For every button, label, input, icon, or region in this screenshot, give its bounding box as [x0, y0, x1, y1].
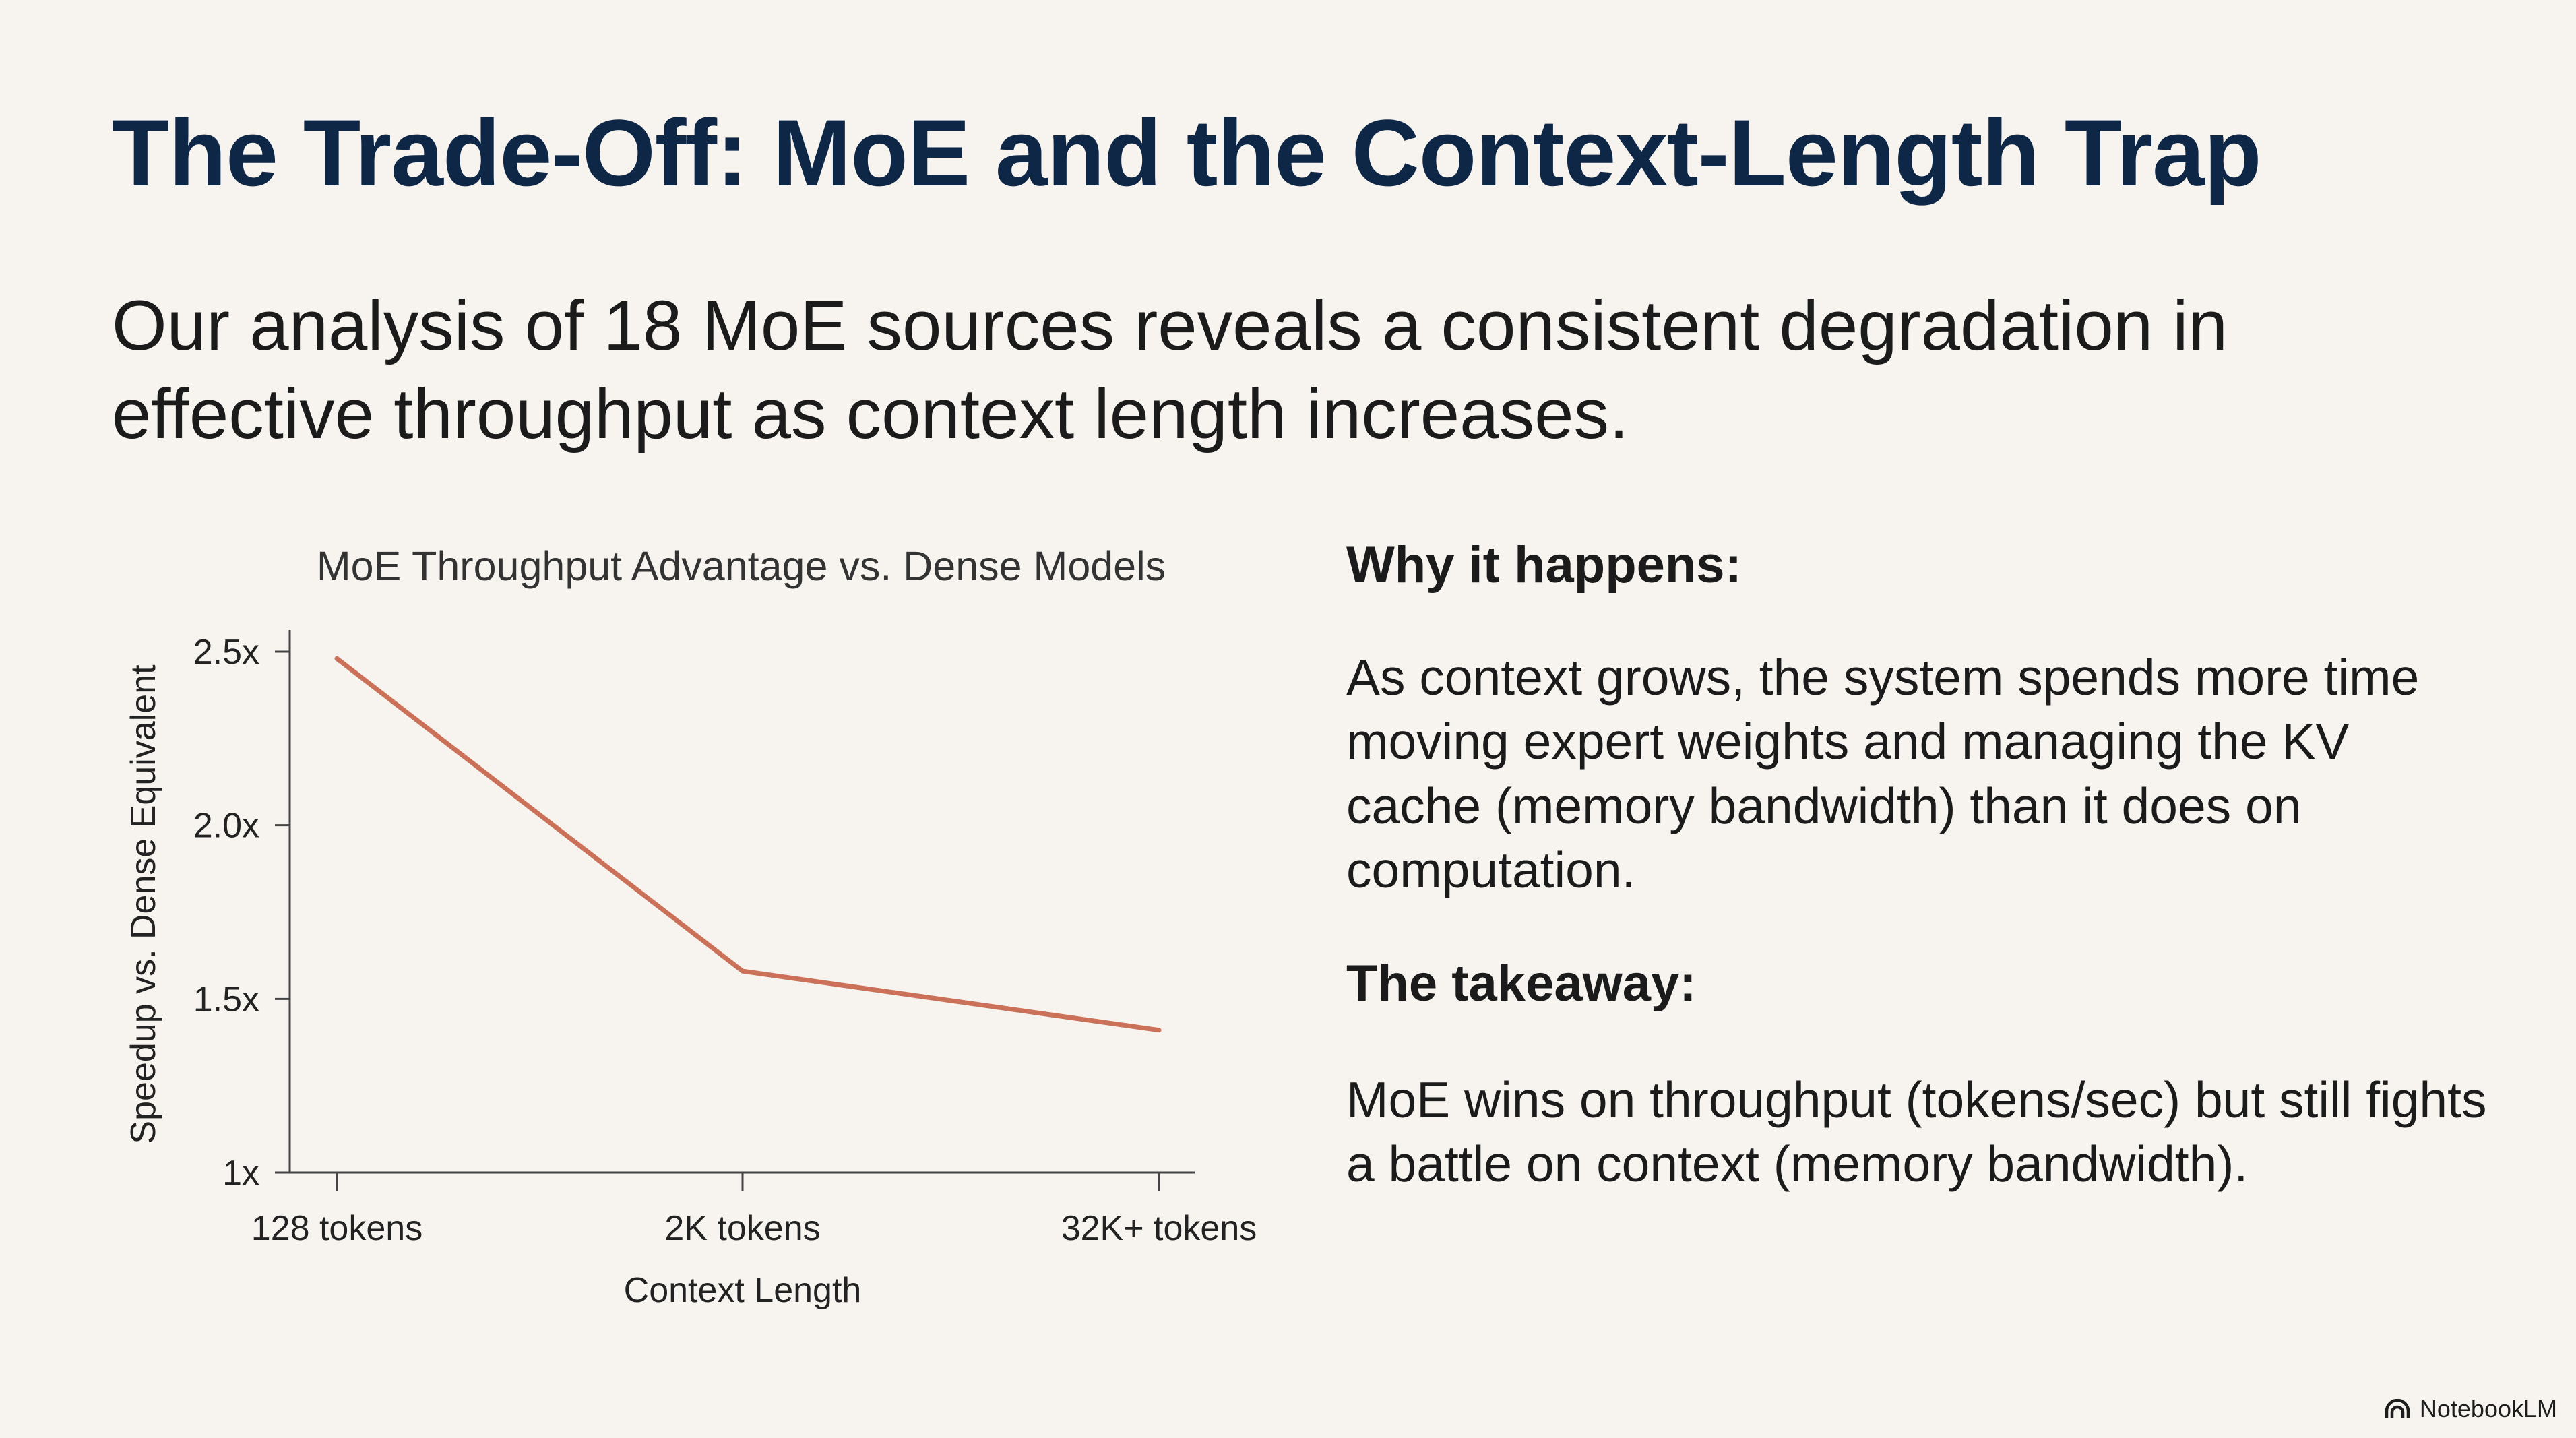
takeaway-text: MoE wins on throughput (tokens/sec) but … [1346, 1071, 2487, 1193]
x-tick-label: 2K tokens [664, 1209, 820, 1248]
x-ticks: 128 tokens 2K tokens 32K+ tokens [251, 1173, 1257, 1248]
y-tick-label: 2.5x [193, 633, 259, 672]
series-line [334, 656, 1162, 1033]
brand-label: NotebookLM [2419, 1395, 2557, 1423]
why-text: As context grows, the system spends more… [1346, 649, 2420, 898]
brand: NotebookLM [2385, 1395, 2557, 1423]
notebooklm-logo-icon [2385, 1399, 2410, 1418]
y-tick-label: 1x [222, 1154, 259, 1193]
x-tick-label: 128 tokens [251, 1209, 422, 1248]
y-tick-label: 2.0x [193, 807, 259, 846]
x-tick-label: 32K+ tokens [1061, 1209, 1257, 1248]
y-tick-label: 1.5x [193, 980, 259, 1019]
slide-title: The Trade-Off: MoE and the Context-Lengt… [112, 100, 2262, 206]
why-heading: Why it happens: [1346, 536, 1742, 594]
y-ticks: 1x 1.5x 2.0x 2.5x [193, 633, 290, 1193]
chart-title: MoE Throughput Advantage vs. Dense Model… [316, 543, 1166, 589]
x-axis-title: Context Length [624, 1271, 862, 1310]
y-axis-title: Speedup vs. Dense Equivalent [124, 664, 163, 1144]
takeaway-heading: The takeaway: [1346, 955, 1697, 1012]
intro-text: Our analysis of 18 MoE sources reveals a… [112, 286, 2228, 454]
